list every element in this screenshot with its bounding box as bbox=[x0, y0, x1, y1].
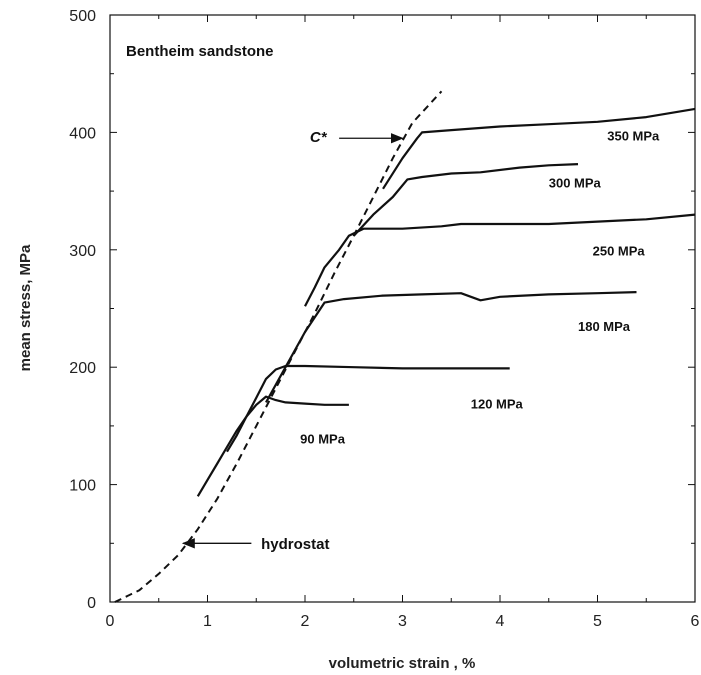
y-tick-label: 500 bbox=[69, 8, 96, 25]
plot-frame bbox=[109, 14, 696, 603]
y-tick-label: 300 bbox=[69, 243, 96, 260]
x-tick-label: 0 bbox=[106, 613, 115, 630]
series-label-180-mpa: 180 MPa bbox=[578, 319, 631, 334]
series-label-layer: 350 MPa 300 MPa 250 MPa 180 MPa 120 MPa 90 MP… bbox=[300, 129, 660, 447]
x-tick-label: 1 bbox=[203, 613, 212, 630]
axis-ticks bbox=[109, 14, 696, 603]
series-label-250-mpa: 250 MPa bbox=[593, 244, 646, 259]
x-tick-label: 3 bbox=[398, 613, 407, 630]
x-axis-title: volumetric strain , % bbox=[329, 655, 476, 672]
series-layer bbox=[196, 107, 696, 497]
series-line-180-mpa bbox=[265, 291, 637, 403]
annotation-label-hydrostat: hydrostat bbox=[261, 536, 329, 553]
annotation-label-c: C* bbox=[310, 129, 328, 146]
x-tick-label: 5 bbox=[593, 613, 602, 630]
series-line-90-mpa bbox=[196, 395, 349, 497]
hydrostat-layer bbox=[114, 90, 443, 603]
series-line-120-mpa bbox=[226, 364, 510, 453]
y-tick-label: 200 bbox=[69, 360, 96, 377]
series-label-120-mpa: 120 MPa bbox=[471, 396, 524, 411]
y-tick-label: 100 bbox=[69, 478, 96, 495]
y-tick-label: 0 bbox=[87, 595, 96, 612]
series-label-350-mpa: 350 MPa bbox=[607, 129, 660, 144]
series-label-90-mpa: 90 MPa bbox=[300, 432, 346, 447]
axis-tick-labels: 0 1 2 3 4 5 6 0 100 200 300 400 500 bbox=[69, 8, 699, 630]
x-tick-label: 2 bbox=[301, 613, 310, 630]
annotation-layer: C* hydrostat bbox=[181, 129, 404, 553]
hydrostat-line bbox=[114, 90, 443, 603]
series-line-250-mpa bbox=[304, 213, 696, 307]
y-tick-label: 400 bbox=[69, 125, 96, 142]
series-line-350-mpa bbox=[382, 107, 696, 190]
series-line-300-mpa bbox=[352, 163, 579, 237]
series-label-300-mpa: 300 MPa bbox=[549, 176, 602, 191]
x-tick-label: 4 bbox=[496, 613, 505, 630]
chart-title: Bentheim sandstone bbox=[126, 43, 274, 60]
x-tick-label: 6 bbox=[691, 613, 700, 630]
y-axis-title: mean stress, MPa bbox=[17, 244, 34, 371]
